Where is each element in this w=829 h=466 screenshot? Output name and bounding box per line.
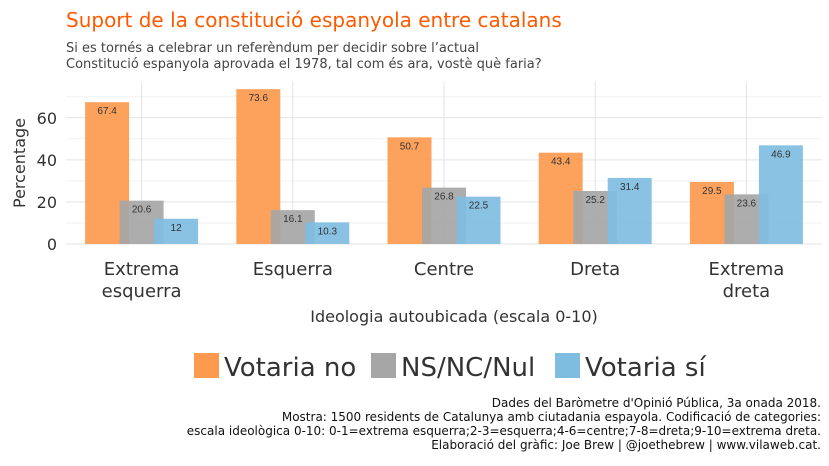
legend-swatch [555, 353, 580, 378]
bar-value-label: 43.4 [551, 157, 571, 168]
y-tick-label: 20 [37, 193, 57, 212]
bar-value-label: 12 [171, 223, 183, 234]
bar [154, 218, 199, 244]
bar-value-label: 25.2 [585, 195, 605, 206]
bar-value-label: 50.7 [400, 141, 420, 152]
y-axis-label: Percentage [10, 118, 29, 208]
bar [607, 177, 652, 244]
x-axis-label: Ideologia autoubicada (escala 0-10) [310, 307, 598, 326]
caption-line: Elaboració del gràfic: Joe Brew | @joeth… [431, 438, 821, 452]
caption-line: Dades del Baròmetre d'Opinió Pública, 3a… [492, 396, 821, 410]
bar-value-label: 10.3 [318, 226, 338, 237]
chart-title: Suport de la constitució espanyola entre… [66, 8, 562, 32]
caption-line: escala ideològica 0-10: 0-1=extrema esqu… [187, 424, 821, 438]
legend-label: NS/NC/Nul [401, 353, 535, 383]
y-tick-label: 40 [37, 151, 57, 170]
x-tick-label: esquerra [102, 281, 182, 302]
bar [758, 145, 803, 244]
x-tick-label: Esquerra [253, 259, 333, 280]
y-tick-label: 0 [47, 235, 57, 254]
legend-swatch [371, 353, 396, 378]
bar-value-label: 67.4 [97, 106, 117, 117]
bar-value-label: 73.6 [249, 93, 269, 104]
bar-value-label: 22.5 [469, 201, 489, 212]
bar [456, 196, 501, 244]
bar-value-label: 29.5 [702, 186, 722, 197]
caption-line: Mostra: 1500 residents de Catalunya amb … [282, 410, 821, 424]
bar-value-label: 23.6 [737, 198, 757, 209]
x-tick-label: dreta [723, 281, 771, 302]
bar-value-label: 31.4 [620, 182, 640, 193]
y-tick-label: 60 [37, 109, 57, 128]
bar [305, 222, 350, 244]
x-tick-label: Extrema [709, 259, 785, 280]
x-tick-label: Extrema [104, 259, 180, 280]
bar-value-label: 16.1 [283, 214, 303, 225]
legend-label: Votaria sí [585, 353, 706, 383]
chart-subtitle-line: Constitució espanyola aprovada el 1978, … [66, 57, 542, 72]
x-tick-label: Dreta [570, 259, 620, 280]
x-tick-label: Centre [414, 259, 474, 280]
bar-value-label: 26.8 [434, 192, 454, 203]
chart-subtitle-line: Si es tornés a celebrar un referèndum pe… [66, 41, 479, 56]
legend-swatch [194, 353, 219, 378]
bar-value-label: 46.9 [771, 149, 791, 160]
bar-value-label: 20.6 [132, 205, 152, 216]
legend-label: Votaria no [224, 353, 356, 383]
